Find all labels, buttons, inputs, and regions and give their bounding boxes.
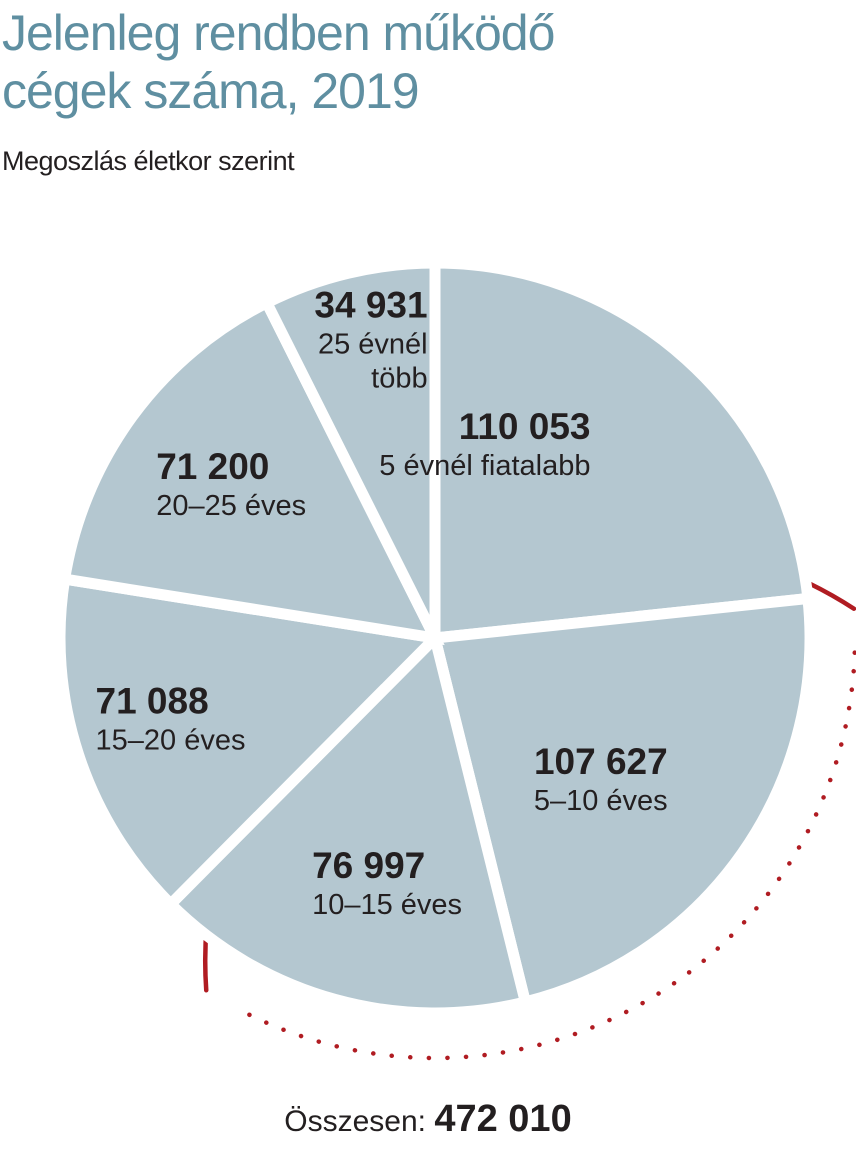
slice-label-10-15-eves: 10–15 éves [312,889,462,921]
total-value: 472 010 [434,1098,572,1140]
total-line: Összesen: 472 010 [0,1098,856,1141]
total-label: Összesen: [284,1105,426,1138]
pie-slice-15-20-eves [54,572,447,912]
slice-value-10-15-eves: 76 997 [312,845,425,886]
pie-slice-10-15-eves [162,627,532,1019]
slice-value-15-20-eves: 71 088 [96,681,209,722]
chart-title-line-2: cégek száma, 2019 [2,63,420,119]
slice-label-20-25-eves: 20–25 éves [156,490,306,522]
pie-slice-20-25-eves [58,295,445,646]
slice-label-5-10-eves: 5–10 éves [534,785,668,817]
pie-slice-5-10-eves [428,592,816,1009]
slice-value-20-25-eves: 71 200 [156,446,269,487]
slice-label-5-evnel-fiatalabb: 5 évnél fiatalabb [379,450,590,482]
slice-value-25-evnel-tobb: 34 931 [314,284,427,325]
pie-slices [54,257,816,1019]
chart-subtitle: Megoszlás életkor szerint [2,146,295,176]
chart-title: Jelenleg rendben működő cégek száma, 201… [2,4,842,120]
slice-value-5-10-eves: 107 627 [534,741,668,782]
slice-label-25-evnel-tobb-1: 25 évnél [318,328,428,360]
pie-slice-25-evnel-tobb [259,257,441,641]
chart-title-line-1: Jelenleg rendben működő [2,5,555,61]
pie-slice-5-evnel-fiatalabb [429,257,814,645]
slice-value-5-evnel-fiatalabb: 110 053 [459,406,591,447]
slice-label-25-evnel-tobb-2: több [371,362,427,394]
slice-label-15-20-eves: 15–20 éves [96,725,246,757]
ring-dotted-arc [235,650,856,1061]
